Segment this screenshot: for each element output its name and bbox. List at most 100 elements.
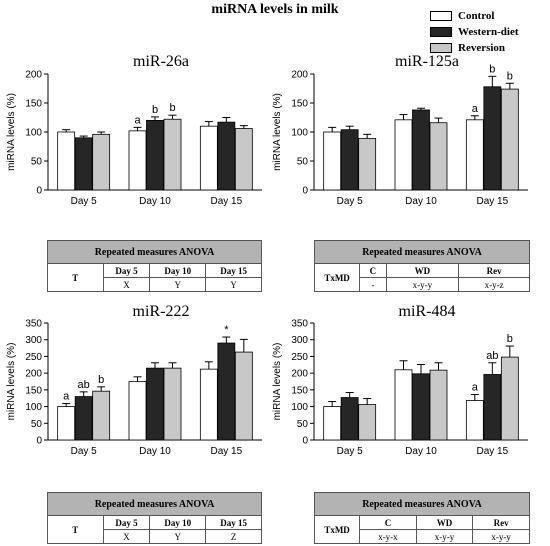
y-axis-label: miRNA levels (%) xyxy=(272,93,283,171)
significance-label: a xyxy=(63,391,70,403)
anova-table-mir-125a: Repeated measures ANOVA TxMD C WD Rev - … xyxy=(313,240,530,292)
anova-col-header: Rev xyxy=(458,263,530,278)
x-tick-label: Day 5 xyxy=(337,446,364,457)
bar-reversion xyxy=(163,118,182,191)
y-tick-label: 50 xyxy=(31,157,43,168)
x-tick-label: Day 5 xyxy=(71,446,98,457)
x-tick-label: Day 5 xyxy=(71,196,98,207)
bar-control xyxy=(57,406,76,441)
bar-control xyxy=(394,119,413,191)
bar-reversion xyxy=(429,369,448,441)
anova-cell: x-y-y xyxy=(415,529,474,544)
bar-control xyxy=(323,131,342,191)
anova-cell: - xyxy=(359,277,387,292)
bar-western-diet xyxy=(217,121,236,191)
anova-cell: Y xyxy=(205,277,262,292)
significance-label: a xyxy=(472,103,479,115)
legend-swatch-western-diet xyxy=(430,27,452,37)
significance-label: ab xyxy=(78,379,90,391)
x-tick-label: Day 15 xyxy=(210,446,242,457)
bar-western-diet xyxy=(217,342,236,441)
panel-title: miR-26a xyxy=(133,53,189,70)
anova-table-mir-484: Repeated measures ANOVA TxMD C WD Rev x-… xyxy=(313,492,530,544)
anova-table-mir-222: Repeated measures ANOVA T Day 5 Day 10 D… xyxy=(47,492,262,544)
bar-reversion xyxy=(92,133,111,191)
bar-western-diet xyxy=(483,374,502,441)
anova-col-header: C xyxy=(359,263,387,278)
bar-western-diet xyxy=(412,109,430,191)
y-tick-label: 50 xyxy=(31,419,43,430)
bar-reversion xyxy=(358,404,377,441)
y-tick-label: 100 xyxy=(291,402,308,413)
anova-col-header: WD xyxy=(385,263,460,278)
y-tick-label: 150 xyxy=(25,385,42,396)
bar-western-diet xyxy=(74,137,93,191)
y-tick-label: 200 xyxy=(291,70,308,81)
bar-reversion xyxy=(234,128,253,191)
y-axis-label: miRNA levels (%) xyxy=(6,343,17,421)
bar-control xyxy=(323,406,342,441)
anova-header: Repeated measures ANOVA xyxy=(47,492,262,516)
bar-control xyxy=(199,125,218,191)
bar-western-diet xyxy=(412,373,430,441)
y-tick-label: 150 xyxy=(291,385,308,396)
y-axis-label: miRNA levels (%) xyxy=(6,93,17,171)
bar-western-diet xyxy=(483,86,502,191)
x-tick-label: Day 15 xyxy=(210,196,242,207)
y-tick-label: 150 xyxy=(291,99,308,110)
anova-col-header: Day 5 xyxy=(102,263,151,278)
y-tick-label: 0 xyxy=(302,436,308,447)
bar-control xyxy=(465,400,484,441)
y-tick-label: 300 xyxy=(291,335,308,346)
anova-col-header: Rev xyxy=(472,515,530,530)
legend-swatch-control xyxy=(430,11,452,21)
bar-western-diet xyxy=(146,120,164,191)
anova-table-mir-26a: Repeated measures ANOVA T Day 5 Day 10 D… xyxy=(47,240,262,292)
legend-swatch-reversion xyxy=(430,43,452,53)
significance-label: ab xyxy=(486,350,498,362)
bar-reversion xyxy=(358,137,377,191)
anova-row-label: T xyxy=(47,515,104,544)
anova-row-label: T xyxy=(47,263,104,292)
legend-label-control: Control xyxy=(458,10,495,22)
legend-label-reversion: Reversion xyxy=(458,42,506,54)
y-tick-label: 200 xyxy=(25,70,42,81)
y-tick-label: 100 xyxy=(25,402,42,413)
anova-cell: X xyxy=(102,529,151,544)
bar-western-diet xyxy=(146,367,164,441)
y-tick-label: 0 xyxy=(36,436,42,447)
significance-label: b xyxy=(507,333,513,345)
anova-row-label: TxMD xyxy=(313,515,361,544)
x-tick-label: Day 5 xyxy=(337,196,364,207)
anova-col-header: Day 15 xyxy=(205,515,262,530)
bar-control xyxy=(57,131,76,191)
legend-item-reversion: Reversion xyxy=(430,40,518,56)
y-tick-label: 200 xyxy=(25,369,42,380)
y-tick-label: 100 xyxy=(291,128,308,139)
y-tick-label: 50 xyxy=(297,419,309,430)
y-tick-label: 300 xyxy=(25,335,42,346)
anova-cell: x-y-z xyxy=(458,277,530,292)
anova-cell: Z xyxy=(205,529,262,544)
significance-label: b xyxy=(507,70,513,82)
bar-control xyxy=(199,368,218,441)
figure-title: miRNA levels in milk xyxy=(211,2,339,17)
anova-cell: X xyxy=(102,277,151,292)
significance-label: b xyxy=(489,63,495,75)
y-tick-label: 350 xyxy=(25,319,42,330)
anova-header: Repeated measures ANOVA xyxy=(314,240,530,264)
anova-col-header: C xyxy=(359,515,417,530)
y-tick-label: 250 xyxy=(25,352,42,363)
significance-label: a xyxy=(472,382,479,394)
bar-reversion xyxy=(92,390,111,441)
y-tick-label: 0 xyxy=(36,186,42,197)
bar-western-diet xyxy=(340,129,359,191)
bar-reversion xyxy=(429,122,448,191)
x-tick-label: Day 15 xyxy=(476,196,508,207)
bar-western-diet xyxy=(74,396,93,441)
x-tick-label: Day 10 xyxy=(139,446,171,457)
bar-control xyxy=(465,119,484,191)
legend-item-western-diet: Western-diet xyxy=(430,24,518,40)
bar-reversion xyxy=(163,367,182,441)
